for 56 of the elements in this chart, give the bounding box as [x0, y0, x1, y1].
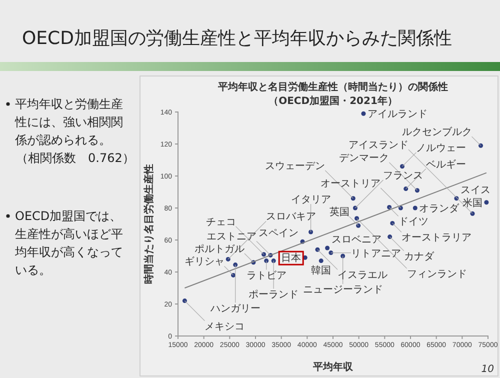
point [412, 206, 418, 210]
annotation: メキシコ [204, 321, 245, 332]
point [262, 252, 266, 257]
point [361, 111, 366, 116]
annotation: オランダ [419, 202, 460, 214]
point [325, 246, 330, 250]
point [182, 298, 187, 304]
x-axis-title: 平均年収 [312, 361, 354, 373]
annotation: ノルウェー [416, 142, 466, 154]
point [233, 262, 238, 268]
annotation: オーストリア [320, 178, 381, 190]
annotation: カナダ [404, 250, 435, 262]
point [400, 164, 404, 169]
annotation: チェコ [206, 216, 236, 228]
annotation: アイスランド [348, 140, 408, 152]
annotation: スロバキア [266, 212, 316, 223]
annotation: フランス [383, 170, 424, 182]
point [328, 250, 334, 256]
chart-title: 平均年収と名目労働生産性（時間当たり）の関係性 [217, 81, 448, 93]
annotation: フィンランド [406, 268, 467, 280]
annotation: ギリシャ [184, 256, 224, 268]
annotation: リトアニア [350, 248, 401, 260]
annotation: スウェーデン [265, 160, 326, 172]
text: OECD加盟国では、生産性が高いほど平均年収が高くなっている。 [14, 209, 123, 277]
annotation: 韓国 [311, 264, 332, 276]
annotation: ベルギー [426, 158, 466, 170]
point [264, 258, 269, 264]
annotation: ドイツ [398, 216, 428, 228]
annotation: ポルトガル [194, 244, 244, 255]
annotation: ルクセンブルク [402, 126, 472, 138]
annotation: 日本 [281, 252, 302, 264]
annotation: イタリア [290, 194, 331, 206]
annotation: スイス [460, 184, 490, 196]
chart-subtitle: （OECD加盟国・2021年） [268, 95, 398, 107]
text: 10 [481, 364, 494, 375]
y-axis-title: 時間当たり名目労働生産性 [143, 164, 155, 284]
annotation: スロベニア [331, 234, 382, 246]
text: （相関係数 0.762） [16, 151, 134, 165]
annotation: 米国 [462, 196, 482, 209]
point [484, 200, 489, 205]
point [318, 258, 324, 264]
annotation: デンマーク [339, 152, 390, 164]
annotation: アイルランド [367, 109, 428, 120]
text: 平均年収と労働生産性には、強い相関関係が認められる。 [14, 97, 123, 147]
annotation: ラトビア [246, 270, 286, 282]
annotation: スペイン [258, 228, 299, 240]
annotation: オーストラリア [401, 232, 472, 244]
annotation: ポーランド [248, 289, 299, 300]
annotation: エストニア [206, 232, 256, 243]
point [404, 186, 408, 192]
point [271, 258, 276, 264]
text: OECD加盟国の労働生産性と平均年収からみた関係性 [22, 28, 452, 49]
annotation: イスラエル [338, 270, 388, 282]
annotation: ハンガリー [209, 303, 260, 314]
annotation: ニュージーランド [302, 284, 383, 296]
annotation: 英国 [329, 206, 350, 218]
